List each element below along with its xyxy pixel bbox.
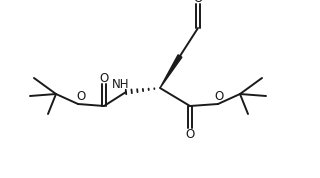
Polygon shape (160, 55, 182, 88)
Text: O: O (185, 127, 195, 140)
Text: O: O (100, 72, 108, 85)
Text: O: O (193, 0, 203, 4)
Text: O: O (214, 90, 224, 103)
Text: NH: NH (112, 77, 130, 90)
Text: O: O (76, 90, 86, 103)
